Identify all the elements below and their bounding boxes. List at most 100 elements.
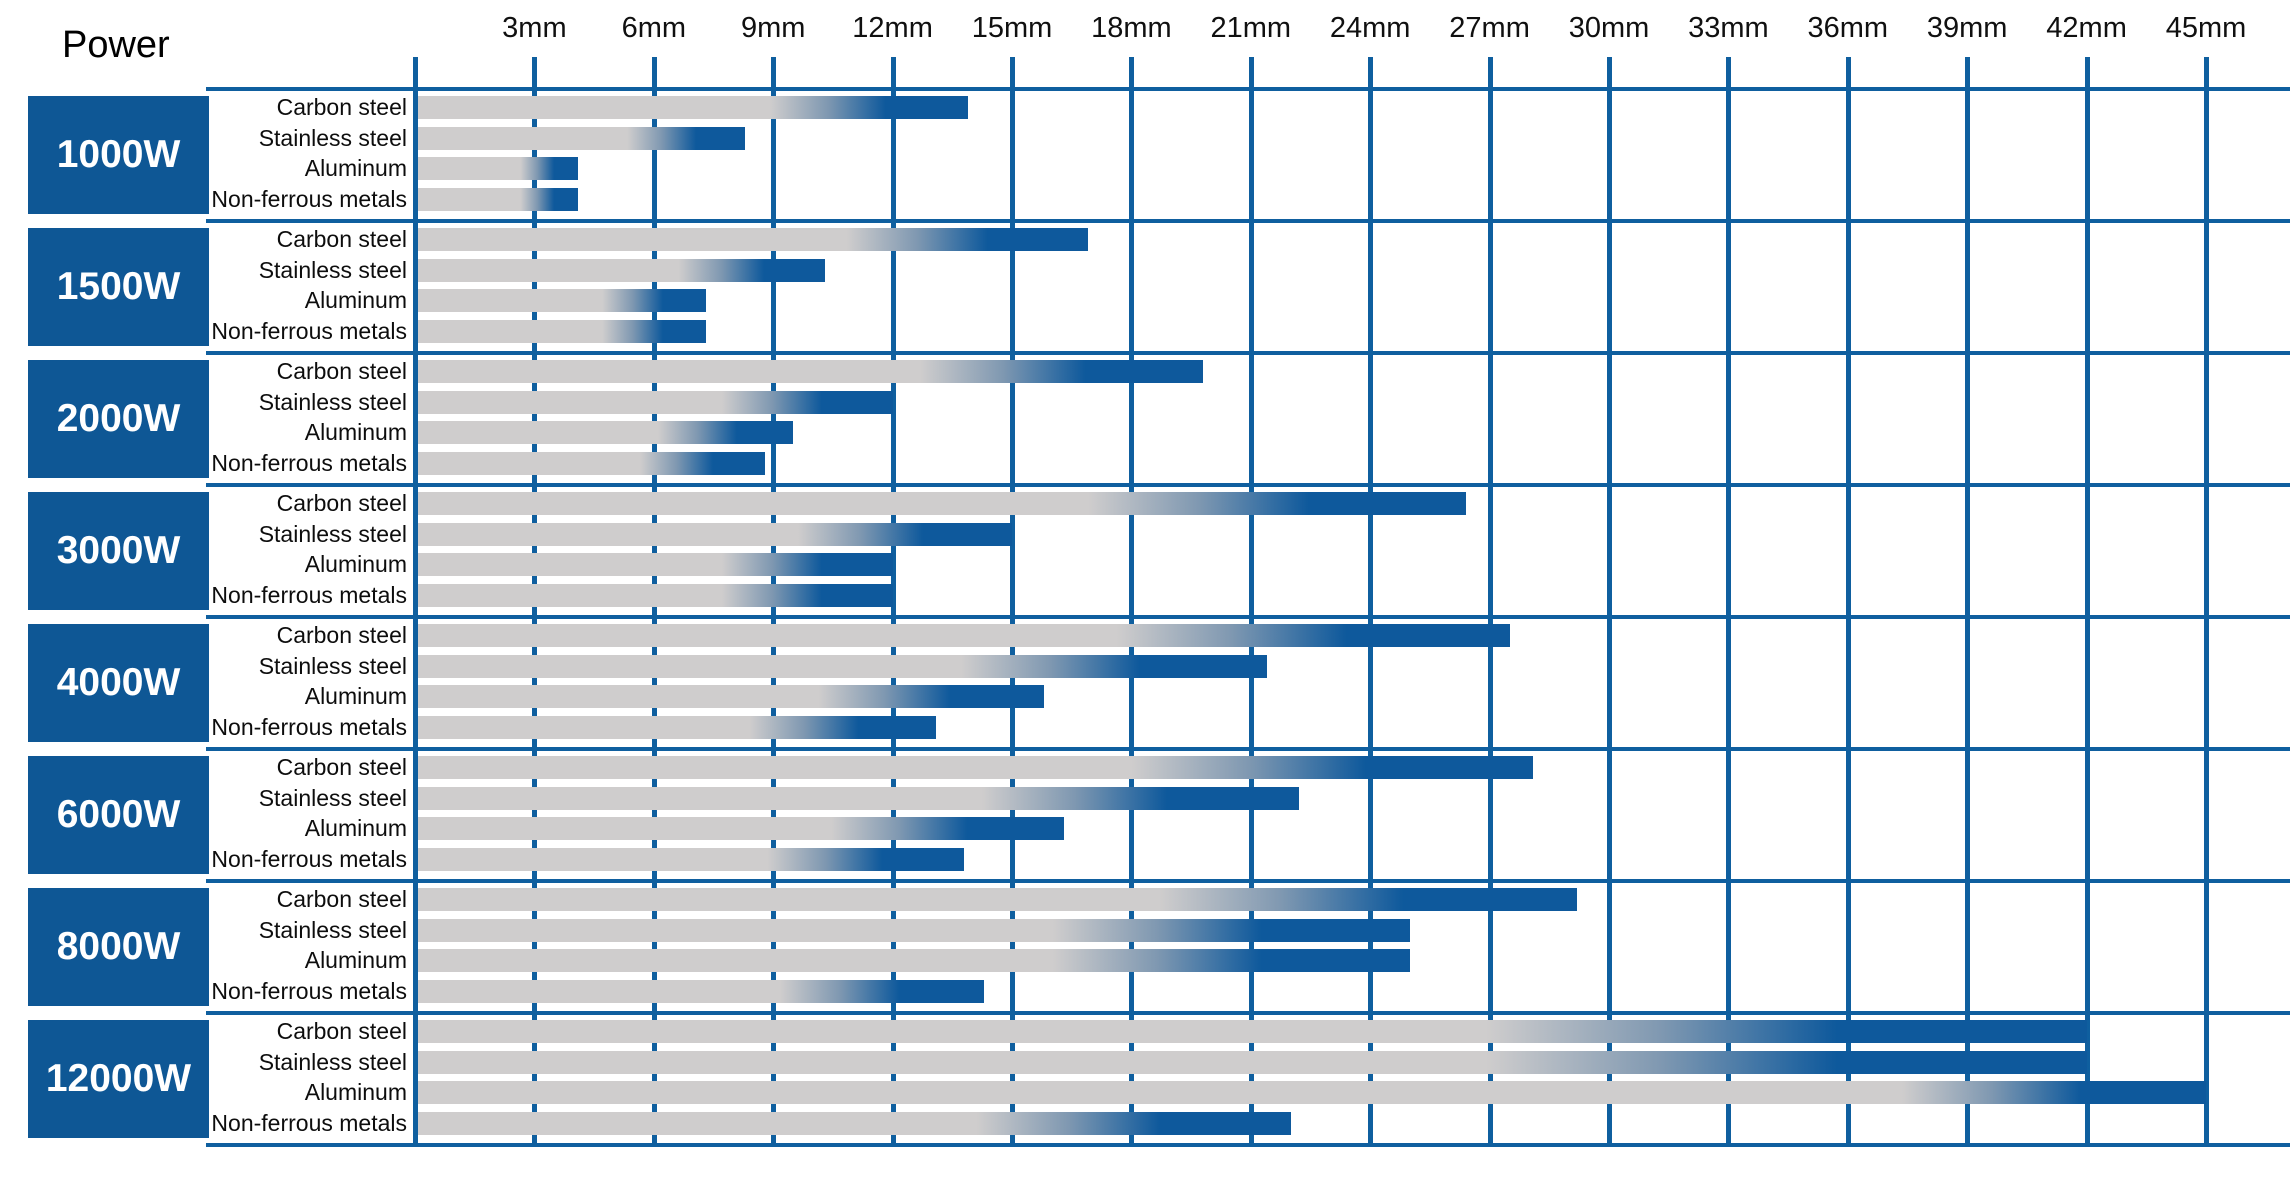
material-label-8000W-0: Carbon steel <box>276 886 407 912</box>
thickness-bar-6000W-stainless-steel <box>418 786 1299 810</box>
axis-tick-label-36mm: 36mm <box>1807 12 1889 44</box>
power-label-box-12000W: 12000W <box>28 1020 209 1138</box>
axis-tick-label-12mm: 12mm <box>852 12 933 44</box>
thickness-bar-4000W-stainless-steel <box>418 654 1267 678</box>
separator-line-3 <box>206 483 2290 487</box>
material-label-1000W-3: Non-ferrous metals <box>211 186 407 212</box>
axis-tick-label-15mm: 15mm <box>971 12 1053 44</box>
axis-tick-6mm <box>651 57 657 89</box>
thickness-bar-6000W-carbon-steel <box>418 756 1534 779</box>
axis-tick-label-27mm: 27mm <box>1449 12 1530 44</box>
material-label-12000W-1: Stainless steel <box>258 1048 407 1075</box>
material-label-4000W-2: Aluminum <box>304 683 407 709</box>
thickness-bar-3000W-aluminum <box>418 553 893 576</box>
thickness-bar-6000W-aluminum <box>418 817 1064 840</box>
thickness-bar-8000W-aluminum <box>418 949 1410 972</box>
separator-line-2 <box>206 351 2290 355</box>
power-label-box-6000W: 6000W <box>28 756 209 874</box>
separator-line-5 <box>206 747 2290 751</box>
material-label-2000W-3: Non-ferrous metals <box>211 450 407 476</box>
power-label-box-4000W: 4000W <box>28 624 209 742</box>
thickness-bar-1000W-aluminum <box>418 157 579 180</box>
thickness-bar-3000W-non-ferrous-metals <box>418 584 893 607</box>
axis-tick-33mm <box>1726 57 1732 89</box>
material-label-3000W-0: Carbon steel <box>276 490 407 516</box>
thickness-bar-4000W-non-ferrous-metals <box>418 716 937 739</box>
material-label-6000W-2: Aluminum <box>304 815 407 841</box>
material-label-8000W-3: Non-ferrous metals <box>211 978 407 1004</box>
material-label-8000W-2: Aluminum <box>304 947 407 973</box>
axis-tick-label-39mm: 39mm <box>1926 12 2008 44</box>
axis-tick-12mm <box>890 57 896 89</box>
axis-tick-39mm <box>1965 57 1971 89</box>
material-label-2000W-1: Stainless steel <box>258 388 407 415</box>
separator-line-7 <box>206 1011 2290 1015</box>
thickness-bar-3000W-stainless-steel <box>418 522 1012 546</box>
material-label-1000W-2: Aluminum <box>304 155 407 181</box>
material-label-3000W-2: Aluminum <box>304 551 407 577</box>
axis-tick-0mm <box>413 57 418 89</box>
material-label-4000W-3: Non-ferrous metals <box>211 714 407 740</box>
axis-tick-label-21mm: 21mm <box>1210 12 1292 44</box>
axis-tick-label-3mm: 3mm <box>502 12 567 44</box>
material-label-1500W-3: Non-ferrous metals <box>211 318 407 344</box>
axis-tick-label-42mm: 42mm <box>2046 12 2127 44</box>
thickness-bar-8000W-non-ferrous-metals <box>418 980 985 1003</box>
separator-line-0 <box>206 87 2290 91</box>
thickness-bar-1000W-stainless-steel <box>418 126 746 150</box>
axis-tick-42mm <box>2084 57 2090 89</box>
thickness-bar-1000W-carbon-steel <box>418 96 969 119</box>
material-label-6000W-0: Carbon steel <box>276 754 407 780</box>
thickness-bar-12000W-aluminum <box>418 1081 2206 1104</box>
thickness-bar-1500W-non-ferrous-metals <box>418 320 706 343</box>
axis-tick-3mm <box>532 57 538 89</box>
chart-title: Power <box>62 24 170 66</box>
thickness-bar-12000W-stainless-steel <box>418 1050 2087 1074</box>
material-label-2000W-2: Aluminum <box>304 419 407 445</box>
material-label-12000W-3: Non-ferrous metals <box>211 1110 407 1136</box>
thickness-bar-2000W-non-ferrous-metals <box>418 452 766 475</box>
thickness-bar-2000W-aluminum <box>418 421 794 444</box>
axis-tick-label-18mm: 18mm <box>1091 12 1172 44</box>
thickness-bar-4000W-carbon-steel <box>418 624 1510 647</box>
material-label-1000W-0: Carbon steel <box>276 94 407 120</box>
axis-tick-15mm <box>1010 57 1015 89</box>
axis-tick-30mm <box>1607 57 1612 89</box>
axis-tick-18mm <box>1129 57 1135 89</box>
separator-line-1 <box>206 219 2290 223</box>
thickness-bar-2000W-carbon-steel <box>418 360 1204 383</box>
power-label-box-3000W: 3000W <box>28 492 209 610</box>
thickness-bar-8000W-stainless-steel <box>418 918 1410 942</box>
axis-tick-24mm <box>1368 57 1374 89</box>
axis-tick-label-6mm: 6mm <box>621 12 687 44</box>
material-label-4000W-1: Stainless steel <box>258 652 407 679</box>
material-label-6000W-3: Non-ferrous metals <box>211 846 407 872</box>
thickness-bar-4000W-aluminum <box>418 685 1044 708</box>
thickness-bar-8000W-carbon-steel <box>418 888 1578 911</box>
thickness-bar-1500W-carbon-steel <box>418 228 1088 251</box>
axis-tick-36mm <box>1845 57 1851 89</box>
material-label-1500W-1: Stainless steel <box>258 256 407 283</box>
axis-tick-label-24mm: 24mm <box>1329 12 1411 44</box>
material-label-1500W-0: Carbon steel <box>276 226 407 252</box>
axis-tick-9mm <box>771 57 777 89</box>
thickness-bar-12000W-non-ferrous-metals <box>418 1112 1291 1135</box>
thickness-bar-3000W-carbon-steel <box>418 492 1466 515</box>
material-label-3000W-3: Non-ferrous metals <box>211 582 407 608</box>
material-label-8000W-1: Stainless steel <box>258 916 407 943</box>
thickness-bar-6000W-non-ferrous-metals <box>418 848 965 871</box>
thickness-bar-12000W-carbon-steel <box>418 1020 2087 1043</box>
material-label-12000W-2: Aluminum <box>304 1079 407 1105</box>
axis-tick-label-9mm: 9mm <box>740 12 806 44</box>
material-label-3000W-1: Stainless steel <box>258 520 407 547</box>
material-label-6000W-1: Stainless steel <box>258 784 407 811</box>
axis-tick-45mm <box>2204 57 2209 89</box>
axis-tick-label-30mm: 30mm <box>1568 12 1650 44</box>
thickness-bar-2000W-stainless-steel <box>418 390 893 414</box>
power-label-box-1500W: 1500W <box>28 228 209 346</box>
material-label-2000W-0: Carbon steel <box>276 358 407 384</box>
separator-line-8 <box>206 1143 2290 1147</box>
material-label-1500W-2: Aluminum <box>304 287 407 313</box>
power-label-box-1000W: 1000W <box>28 96 209 214</box>
